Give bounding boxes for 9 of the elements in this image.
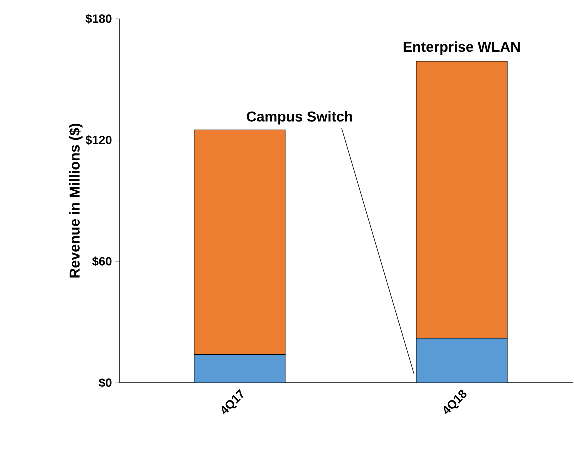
bar — [194, 354, 286, 383]
y-axis-title: Revenue in Millions ($) — [69, 124, 83, 278]
bar — [416, 338, 508, 383]
y-tick-label: $120 — [86, 135, 112, 146]
series-label: Enterprise WLAN — [404, 42, 520, 55]
text: Campus Switch — [247, 111, 352, 125]
y-tick-label: $0 — [99, 378, 112, 388]
y-tick-label: $180 — [86, 14, 112, 24]
y-tick-label: $60 — [92, 256, 112, 267]
